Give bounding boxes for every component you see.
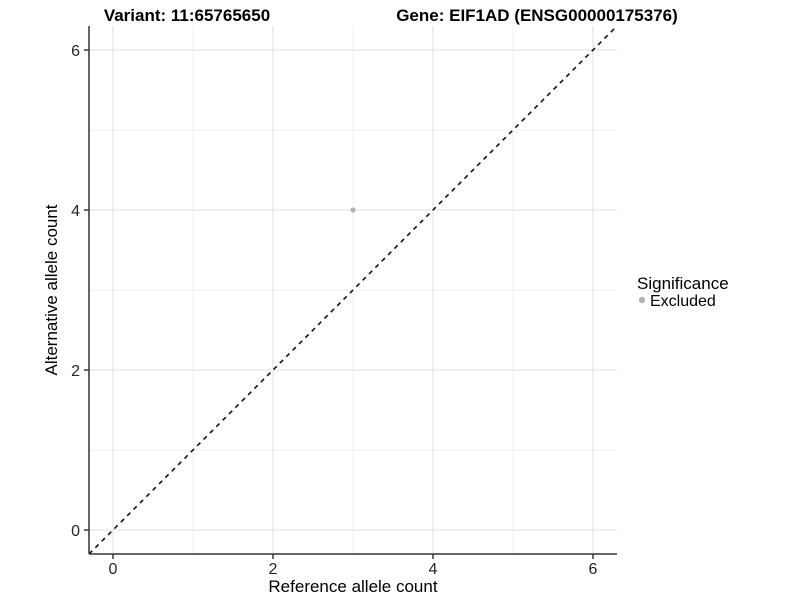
legend-label-excluded: Excluded (650, 293, 716, 310)
y-tick-label: 6 (71, 43, 80, 60)
identity-line-layer (88, 25, 618, 555)
axis-lines-and-ticks (84, 26, 617, 559)
x-tick-label: 0 (109, 561, 118, 578)
x-axis-title: Reference allele count (268, 577, 437, 596)
y-axis-title: Alternative allele count (42, 204, 61, 375)
x-tick-label: 2 (269, 561, 278, 578)
tick-labels: 0 2 4 6 0 2 4 6 (71, 43, 597, 578)
legend-title: Significance (637, 274, 729, 293)
y-tick-label: 0 (71, 523, 80, 540)
plot-title-gene: Gene: EIF1AD (ENSG00000175376) (396, 6, 678, 25)
y-tick-label: 2 (71, 363, 80, 380)
y-tick-label: 4 (71, 203, 80, 220)
data-point (350, 207, 356, 213)
plot-title-variant: Variant: 11:65765650 (104, 6, 270, 25)
x-tick-label: 6 (589, 561, 598, 578)
legend-swatch-excluded (638, 296, 646, 304)
data-point-layer (350, 207, 356, 213)
x-tick-label: 4 (429, 561, 438, 578)
identity-dashed-line (88, 25, 618, 555)
legend: Significance Excluded (637, 274, 729, 310)
